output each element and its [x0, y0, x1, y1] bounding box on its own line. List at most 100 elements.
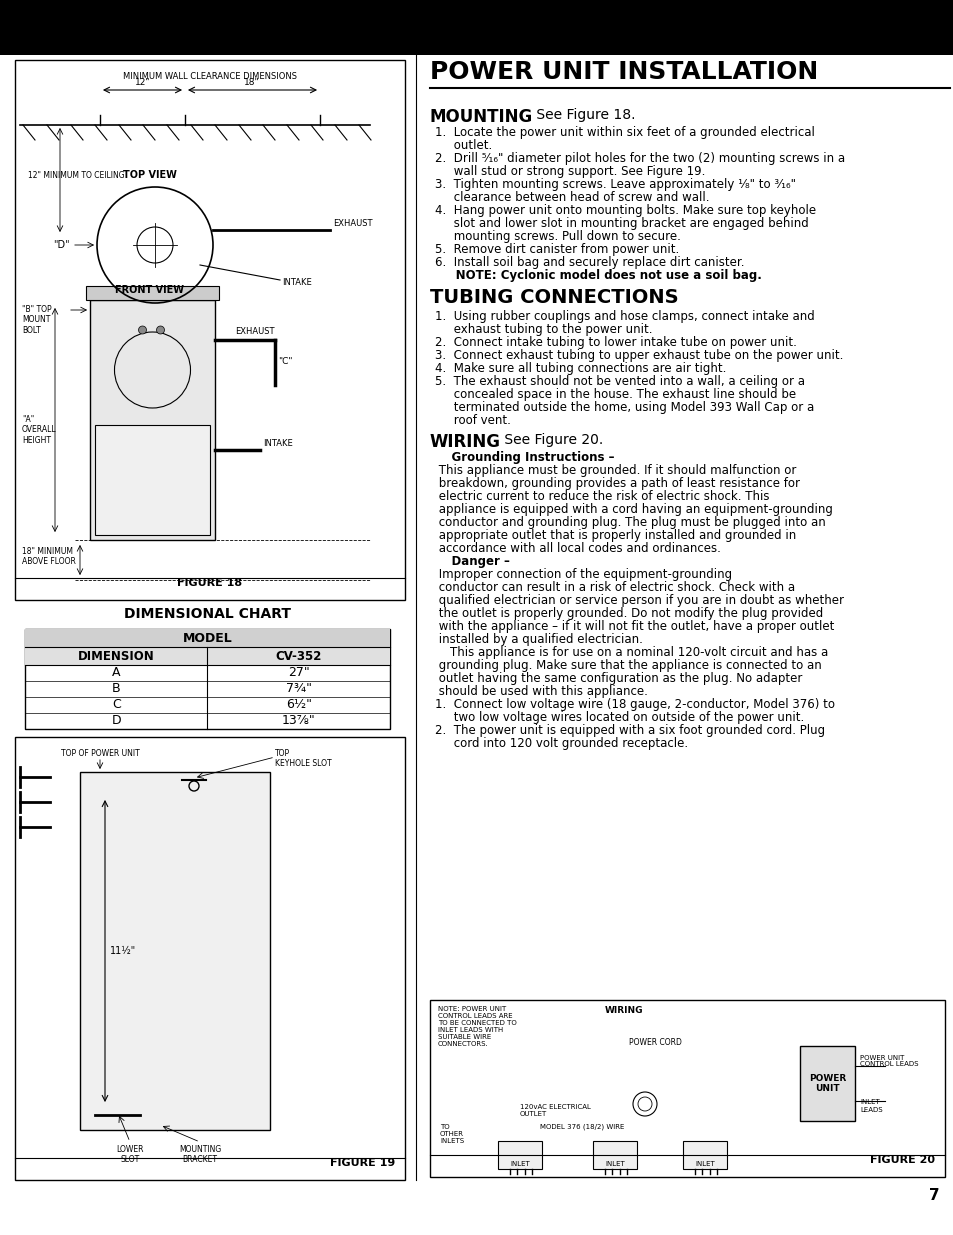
Text: conductor can result in a risk of electric shock. Check with a: conductor can result in a risk of electr… — [435, 580, 794, 594]
Text: NOTE: Cyclonic model does not use a soil bag.: NOTE: Cyclonic model does not use a soil… — [435, 269, 761, 282]
Text: See Figure 20.: See Figure 20. — [499, 433, 602, 447]
Text: 18" MINIMUM
ABOVE FLOOR: 18" MINIMUM ABOVE FLOOR — [22, 547, 76, 567]
Text: 1.  Locate the power unit within six feet of a grounded electrical: 1. Locate the power unit within six feet… — [435, 126, 814, 140]
Text: DIMENSION: DIMENSION — [78, 650, 154, 662]
Text: See Figure 18.: See Figure 18. — [532, 107, 635, 122]
Text: B: B — [112, 683, 120, 695]
Text: mounting screws. Pull down to secure.: mounting screws. Pull down to secure. — [435, 230, 680, 243]
Text: 11½": 11½" — [110, 946, 136, 956]
Text: D: D — [112, 715, 121, 727]
Bar — [25, 629, 390, 647]
Text: 7¾": 7¾" — [286, 683, 312, 695]
Bar — [95, 425, 210, 535]
Text: 2.  Connect intake tubing to lower intake tube on power unit.: 2. Connect intake tubing to lower intake… — [435, 336, 796, 350]
Text: A: A — [112, 667, 120, 679]
Text: 1.  Connect low voltage wire (18 gauge, 2-conductor, Model 376) to: 1. Connect low voltage wire (18 gauge, 2… — [435, 698, 834, 711]
Bar — [90, 300, 214, 540]
Text: TOP VIEW: TOP VIEW — [123, 170, 176, 180]
Text: conductor and grounding plug. The plug must be plugged into an: conductor and grounding plug. The plug m… — [435, 516, 825, 529]
Text: outlet having the same configuration as the plug. No adapter: outlet having the same configuration as … — [435, 672, 801, 685]
Text: 18": 18" — [244, 78, 259, 86]
Text: LOWER
SLOT: LOWER SLOT — [116, 1145, 144, 1165]
Text: electric current to reduce the risk of electric shock. This: electric current to reduce the risk of e… — [435, 490, 769, 503]
Text: INLET: INLET — [510, 1161, 529, 1167]
Text: 2.  Drill ⁵⁄₁₆" diameter pilot holes for the two (2) mounting screws in a: 2. Drill ⁵⁄₁₆" diameter pilot holes for … — [435, 152, 844, 165]
Text: 1.  Using rubber couplings and hose clamps, connect intake and: 1. Using rubber couplings and hose clamp… — [435, 310, 814, 324]
Text: MOUNTING: MOUNTING — [430, 107, 533, 126]
Text: clearance between head of screw and wall.: clearance between head of screw and wall… — [435, 191, 709, 204]
Text: INLET: INLET — [695, 1161, 714, 1167]
Text: TUBING CONNECTIONS: TUBING CONNECTIONS — [430, 288, 678, 308]
Text: CV-352: CV-352 — [275, 650, 321, 662]
Text: slot and lower slot in mounting bracket are engaged behind: slot and lower slot in mounting bracket … — [435, 217, 808, 230]
Text: 3.  Tighten mounting screws. Leave approximately ¹⁄₈" to ³⁄₁₆": 3. Tighten mounting screws. Leave approx… — [435, 178, 795, 191]
Text: 2.  The power unit is equipped with a six foot grounded cord. Plug: 2. The power unit is equipped with a six… — [435, 724, 824, 737]
Text: 3.  Connect exhaust tubing to upper exhaust tube on the power unit.: 3. Connect exhaust tubing to upper exhau… — [435, 350, 842, 362]
Text: INLET
LEADS: INLET LEADS — [859, 1099, 882, 1113]
Text: the outlet is properly grounded. Do not modify the plug provided: the outlet is properly grounded. Do not … — [435, 606, 822, 620]
Text: MODEL 376 (18/2) WIRE: MODEL 376 (18/2) WIRE — [539, 1124, 623, 1130]
Text: Improper connection of the equipment-grounding: Improper connection of the equipment-gro… — [435, 568, 731, 580]
Text: FIGURE 18: FIGURE 18 — [177, 578, 242, 588]
Text: 27": 27" — [288, 667, 310, 679]
Text: NOTE: POWER UNIT
CONTROL LEADS ARE
TO BE CONNECTED TO
INLET LEADS WITH
SUITABLE : NOTE: POWER UNIT CONTROL LEADS ARE TO BE… — [437, 1007, 517, 1047]
Text: INTAKE: INTAKE — [263, 438, 293, 448]
Bar — [430, 1000, 944, 1177]
Text: This appliance must be grounded. If it should malfunction or: This appliance must be grounded. If it s… — [435, 464, 796, 477]
Bar — [0, 0, 953, 56]
Circle shape — [156, 326, 164, 333]
Bar — [80, 772, 270, 1130]
Text: concealed space in the house. The exhaust line should be: concealed space in the house. The exhaus… — [435, 388, 796, 401]
Text: POWER UNIT
CONTROL LEADS: POWER UNIT CONTROL LEADS — [859, 1055, 918, 1067]
Text: INTAKE: INTAKE — [282, 278, 312, 287]
Text: POWER UNIT INSTALLATION: POWER UNIT INSTALLATION — [430, 61, 818, 84]
Text: This appliance is for use on a nominal 120-volt circuit and has a: This appliance is for use on a nominal 1… — [435, 646, 827, 659]
Text: 4.  Make sure all tubing connections are air tight.: 4. Make sure all tubing connections are … — [435, 362, 725, 375]
Text: 7: 7 — [928, 1188, 939, 1203]
Text: should be used with this appliance.: should be used with this appliance. — [435, 685, 647, 698]
Text: FIGURE 20: FIGURE 20 — [869, 1155, 934, 1165]
Circle shape — [138, 326, 147, 333]
Text: FIGURE 19: FIGURE 19 — [330, 1158, 395, 1168]
Text: two low voltage wires located on outside of the power unit.: two low voltage wires located on outside… — [435, 711, 803, 724]
Text: POWER
UNIT: POWER UNIT — [808, 1073, 845, 1093]
Text: 12": 12" — [135, 78, 151, 86]
Text: cord into 120 volt grounded receptacle.: cord into 120 volt grounded receptacle. — [435, 737, 687, 750]
Bar — [15, 61, 405, 600]
Text: FRONT VIEW: FRONT VIEW — [115, 285, 184, 295]
Bar — [15, 737, 405, 1179]
Text: roof vent.: roof vent. — [435, 414, 511, 427]
Text: exhaust tubing to the power unit.: exhaust tubing to the power unit. — [435, 324, 652, 336]
Text: qualified electrician or service person if you are in doubt as whether: qualified electrician or service person … — [435, 594, 843, 606]
Bar — [682, 1141, 726, 1170]
Text: with the appliance – if it will not fit the outlet, have a proper outlet: with the appliance – if it will not fit … — [435, 620, 834, 634]
Text: 6.  Install soil bag and securely replace dirt canister.: 6. Install soil bag and securely replace… — [435, 256, 743, 269]
Text: INLET: INLET — [604, 1161, 624, 1167]
Text: 120vAC ELECTRICAL
OUTLET: 120vAC ELECTRICAL OUTLET — [519, 1104, 590, 1116]
Bar — [593, 1141, 637, 1170]
Text: wall stud or strong support. See Figure 19.: wall stud or strong support. See Figure … — [435, 165, 704, 178]
Text: 6½": 6½" — [286, 699, 312, 711]
Text: TOP OF POWER UNIT: TOP OF POWER UNIT — [61, 748, 139, 758]
Text: "B" TOP
MOUNT
BOLT: "B" TOP MOUNT BOLT — [22, 305, 51, 335]
Text: grounding plug. Make sure that the appliance is connected to an: grounding plug. Make sure that the appli… — [435, 659, 821, 672]
Text: "C": "C" — [277, 357, 293, 367]
Text: outlet.: outlet. — [435, 140, 492, 152]
Text: EXHAUST: EXHAUST — [234, 327, 274, 336]
Text: appropriate outlet that is properly installed and grounded in: appropriate outlet that is properly inst… — [435, 529, 796, 542]
Text: TO
OTHER
INLETS: TO OTHER INLETS — [439, 1124, 464, 1144]
Text: DIMENSIONAL CHART: DIMENSIONAL CHART — [124, 606, 291, 621]
Text: 13⅞": 13⅞" — [281, 715, 315, 727]
Text: terminated outside the home, using Model 393 Wall Cap or a: terminated outside the home, using Model… — [435, 401, 814, 414]
Text: installed by a qualified electrician.: installed by a qualified electrician. — [435, 634, 642, 646]
Text: MINIMUM WALL CLEARANCE DIMENSIONS: MINIMUM WALL CLEARANCE DIMENSIONS — [123, 72, 296, 82]
Text: POWER CORD: POWER CORD — [628, 1037, 680, 1047]
Text: WIRING: WIRING — [604, 1007, 643, 1015]
Text: C: C — [112, 699, 120, 711]
Text: 4.  Hang power unit onto mounting bolts. Make sure top keyhole: 4. Hang power unit onto mounting bolts. … — [435, 204, 815, 217]
Bar — [86, 287, 219, 300]
Text: MODEL: MODEL — [182, 631, 233, 645]
Text: TOP
KEYHOLE SLOT: TOP KEYHOLE SLOT — [274, 748, 332, 768]
Text: Danger –: Danger – — [435, 555, 509, 568]
Text: 12" MINIMUM TO CEILING: 12" MINIMUM TO CEILING — [28, 170, 125, 179]
